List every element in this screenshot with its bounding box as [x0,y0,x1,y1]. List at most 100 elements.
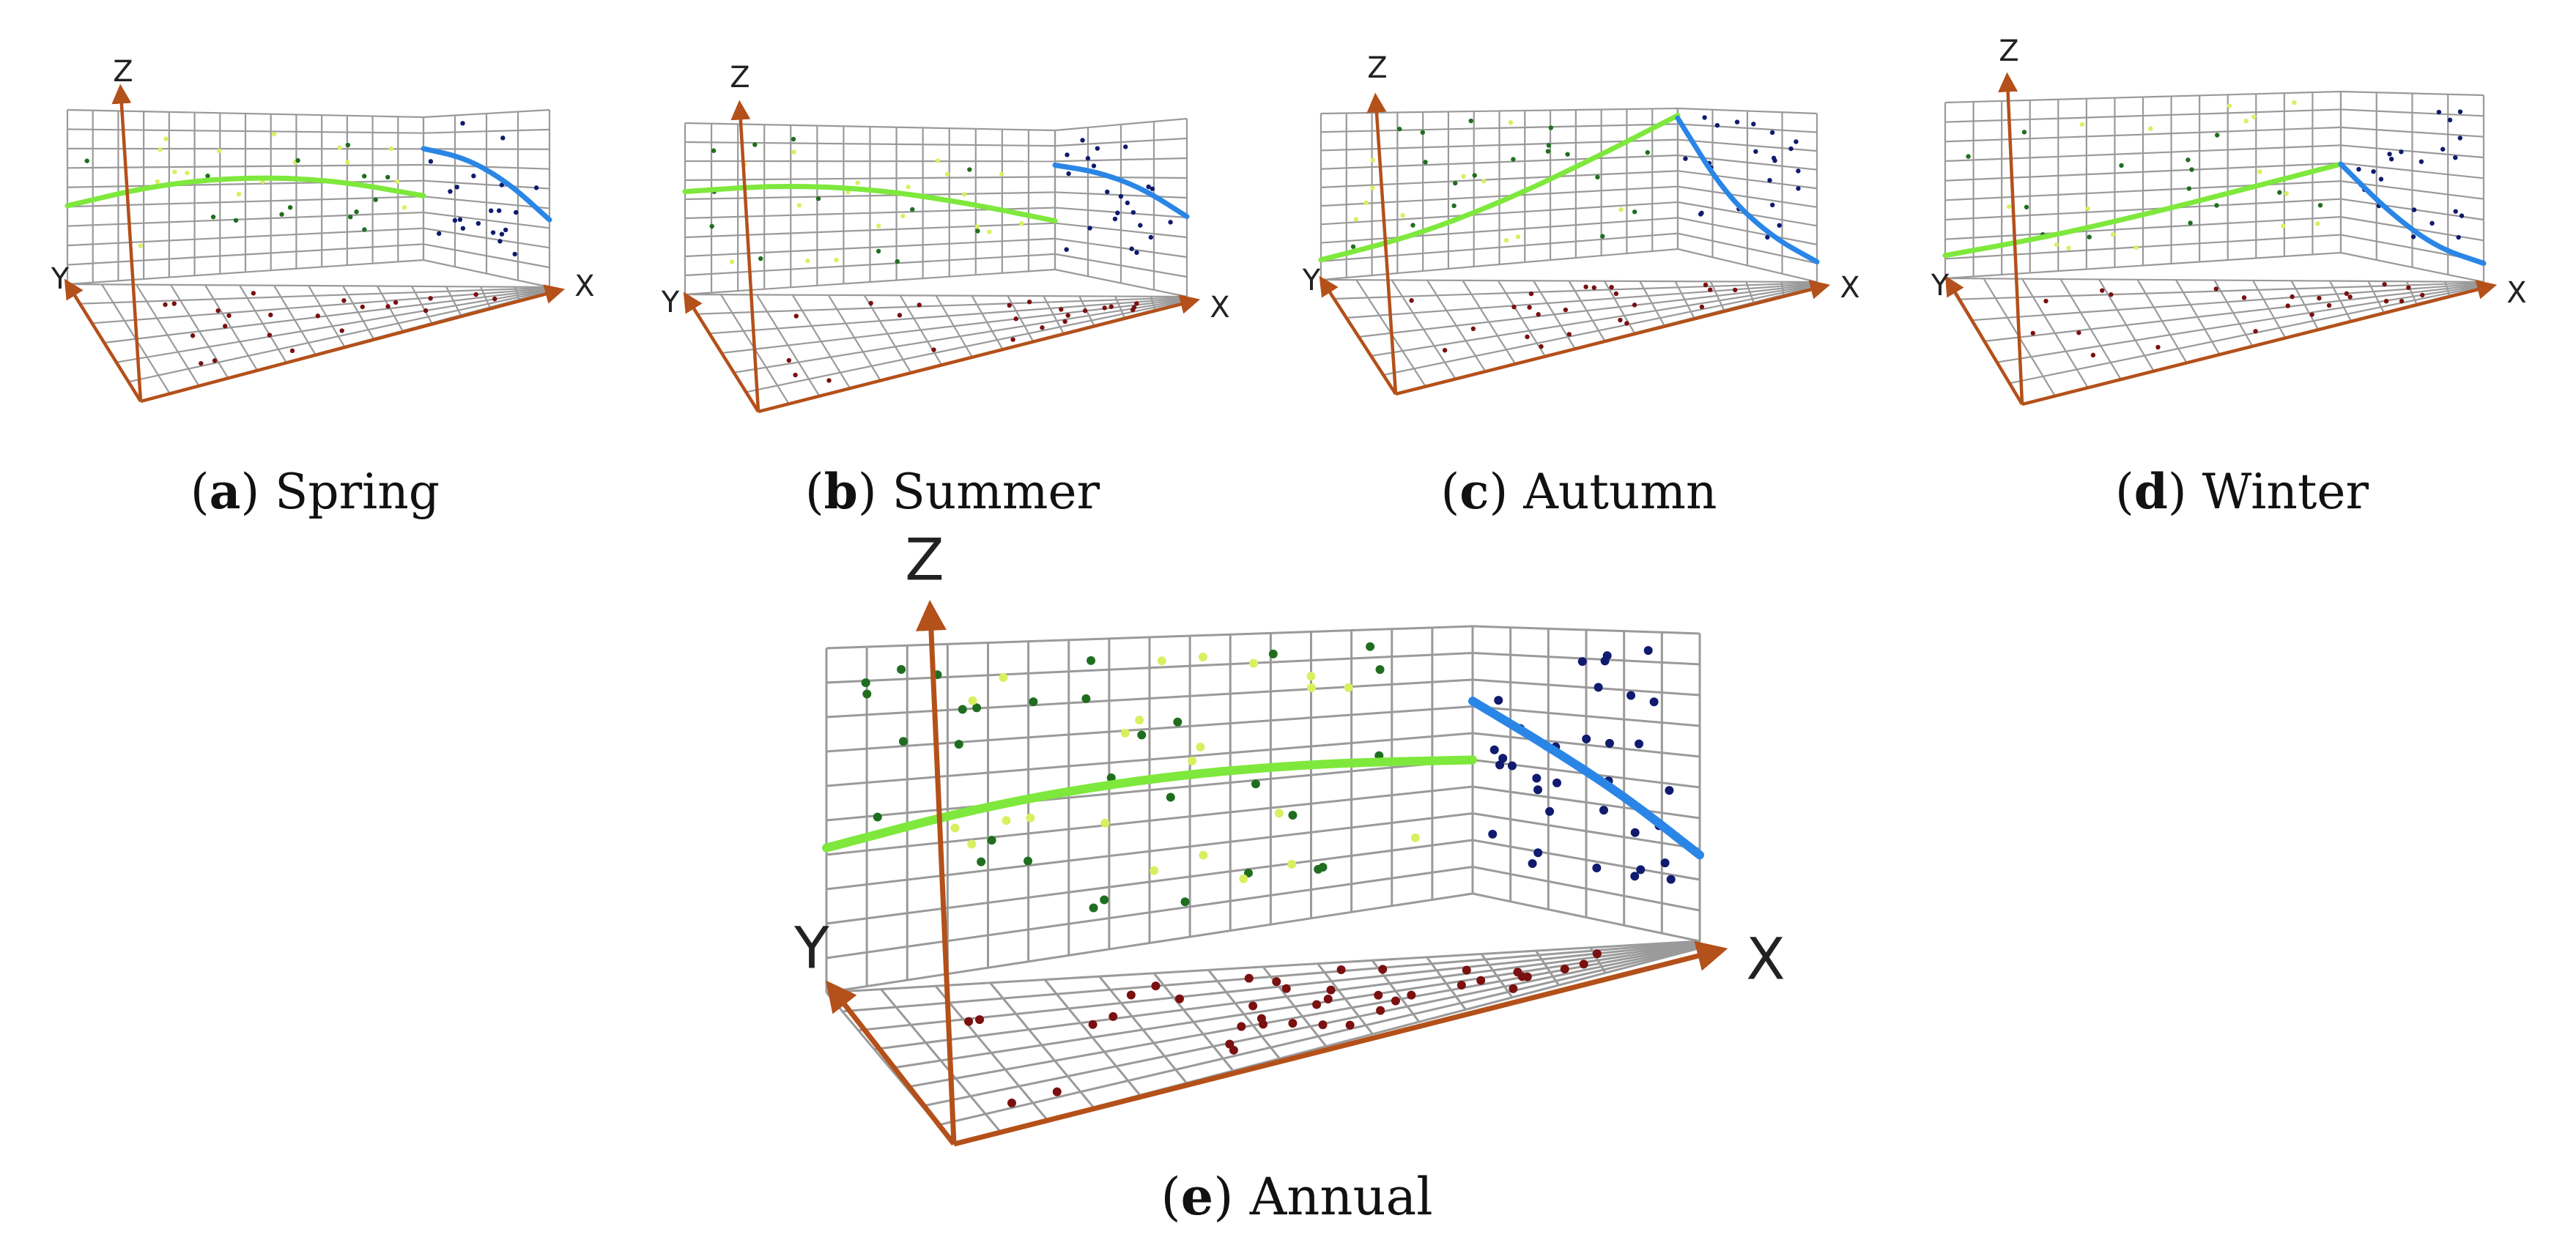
data-point [2188,220,2193,226]
gridline [858,942,1700,1032]
gridline [1983,283,2484,343]
data-point [1089,903,1098,913]
data-point [895,259,900,264]
caption-a: (a) Spring [190,463,440,520]
y-axis-label: Y [661,286,680,319]
data-point [1539,344,1544,349]
data-point [1708,287,1713,292]
data-point [2411,207,2417,212]
data-point [2257,169,2262,174]
data-point [1481,179,1487,184]
data-point [1545,806,1555,816]
gridline [1054,137,1188,147]
data-point [967,839,977,849]
data-point [1595,174,1600,180]
gridline [1944,90,2342,104]
data-point [897,313,903,318]
data-point [437,231,442,237]
data-point [1087,656,1096,665]
axes [826,600,1728,1147]
data-point [1026,299,1032,305]
left-wall-grid [1944,90,2342,280]
z-axis-label: Z [1367,51,1387,85]
caption-text: Winter [2202,464,2369,520]
data-point [210,214,216,220]
data-point [1243,868,1253,877]
data-point [1010,337,1015,342]
gridline [1472,732,1700,758]
data-point [233,218,239,223]
x-axis-label: X [1210,291,1229,324]
data-point [1040,325,1045,330]
floor-grid [1944,277,2485,406]
data-point [428,296,433,301]
gridline [1970,283,2484,322]
data-point [855,180,860,185]
data-point [2410,234,2416,240]
data-point [401,205,407,210]
z-axis-label: Z [1999,34,2018,68]
data-point [1579,959,1588,969]
data-point [251,291,256,296]
data-point [185,170,190,176]
data-point [2119,163,2124,168]
data-point [2292,100,2297,105]
data-point [1517,972,1527,981]
caption-text: Annual [1249,1167,1433,1227]
data-point [975,1015,985,1025]
gridline [1944,198,2342,221]
data-point [935,158,941,163]
data-point [2100,288,2105,293]
data-point [2215,133,2220,138]
data-point [2076,330,2081,335]
data-point [345,160,350,165]
data-point [337,145,342,150]
data-point [1632,302,1637,308]
data-point [2213,286,2219,292]
scatter-points [1966,100,2465,358]
data-point [1643,646,1653,656]
x-axis [140,284,566,404]
data-point [1102,305,1107,311]
gridline [684,122,1056,132]
x-axis-label: X [574,270,594,303]
data-point [1566,332,1572,337]
data-point [1788,146,1794,152]
data-point [1287,859,1297,869]
data-point [900,213,906,219]
data-point [1344,683,1353,692]
data-point [791,149,796,155]
gridline [1472,812,1700,850]
x-axis [1395,280,1831,396]
gridline [1472,652,1700,666]
data-point [954,740,963,749]
data-point [1796,168,1801,174]
data-point [1772,158,1777,163]
gridline [423,179,550,190]
gridline [1054,253,1188,278]
x-axis-label: X [2506,276,2526,310]
caption-letter: a [209,463,241,520]
data-point [1085,155,1091,161]
gridline [2340,180,2484,200]
data-point [2109,292,2114,297]
data-point [1251,779,1260,789]
z-axis [730,100,760,412]
data-point [1489,745,1499,754]
data-point [339,328,344,333]
data-point [906,185,911,190]
panel-c: Z Y X [1302,51,1860,396]
data-point [2420,292,2425,298]
data-point [972,703,982,713]
data-point [1503,237,1509,243]
data-point [1532,773,1541,783]
z-axis [1998,72,2024,405]
axes [683,100,1201,414]
gridline [423,243,550,269]
data-point [2285,303,2290,308]
data-point [1391,996,1400,1006]
data-point [1173,717,1182,727]
data-point [2251,114,2257,119]
data-point [1353,217,1359,222]
gridline [922,946,1699,1107]
